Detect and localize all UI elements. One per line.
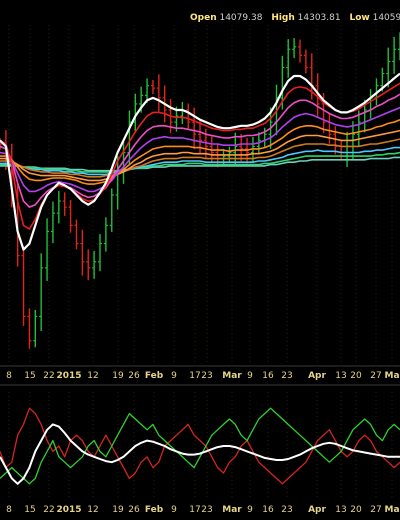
x-tick-label: 16: [262, 505, 274, 515]
x-tick-label: 9: [171, 505, 177, 515]
ribbon-line: [0, 106, 400, 193]
x-tick-label: 16: [262, 371, 274, 381]
x-tick-label: 26: [128, 505, 140, 515]
x-tick-label: Ma: [384, 505, 399, 515]
x-tick-label: 15: [24, 505, 35, 515]
ribbon-line: [0, 72, 400, 251]
ohlc-readout: Open 14079.38 High 14303.81 Low 14059.28: [190, 13, 400, 23]
high-label: High: [271, 13, 295, 23]
x-tick-label: 23: [281, 371, 292, 381]
x-tick-label: 9: [171, 371, 177, 381]
x-tick-label: 15: [24, 371, 35, 381]
ribbon-line: [0, 129, 400, 182]
x-tick-label: 17: [189, 505, 200, 515]
oscillator-line-green: [0, 407, 400, 485]
x-tick-label: 9: [247, 371, 253, 381]
oscillator-line-red: [0, 407, 400, 485]
x-tick-label: Mar: [222, 505, 242, 515]
high-value: 14303.81: [297, 13, 341, 23]
ribbon-line: [0, 118, 400, 185]
x-tick-label: 19: [112, 371, 124, 381]
x-tick-label: 20: [350, 505, 362, 515]
x-tick-label: 27: [370, 505, 381, 515]
x-tick-label: 20: [350, 371, 362, 381]
x-tick-label: 13: [335, 371, 346, 381]
x-tick-label: 26: [128, 371, 140, 381]
x-tick-label: 2015: [56, 371, 81, 381]
x-tick-label: Feb: [145, 505, 164, 515]
x-tick-label: 23: [201, 505, 212, 515]
x-tick-label: 12: [87, 371, 98, 381]
ribbon-line: [0, 146, 400, 176]
ribbon-line: [0, 138, 400, 178]
low-value: 14059.28: [372, 13, 400, 23]
x-tick-label: Apr: [308, 505, 326, 515]
open-value: 14079.38: [219, 13, 263, 23]
x-tick-label: 23: [201, 371, 212, 381]
x-tick-label: 9: [247, 505, 253, 515]
open-label: Open: [190, 13, 217, 23]
ribbon-line: [0, 156, 400, 172]
x-tick-label: 8: [6, 371, 12, 381]
x-tick-label: 22: [43, 505, 54, 515]
x-tick-label: 19: [112, 505, 124, 515]
ribbon-line: [0, 151, 400, 173]
x-tick-label: 12: [87, 505, 98, 515]
oscillator-line-white: [0, 423, 400, 485]
low-label: Low: [349, 13, 370, 23]
x-tick-label: 17: [189, 371, 200, 381]
x-tick-label: Ma: [384, 371, 399, 381]
x-tick-label: 27: [370, 371, 381, 381]
x-tick-label: 2015: [56, 505, 81, 515]
x-tick-label: Feb: [145, 371, 164, 381]
x-tick-label: 23: [281, 505, 292, 515]
x-tick-label: Apr: [308, 371, 326, 381]
x-tick-label: 8: [6, 505, 12, 515]
x-tick-label: 13: [335, 505, 346, 515]
x-tick-label: Mar: [222, 371, 242, 381]
x-tick-label: 22: [43, 371, 54, 381]
